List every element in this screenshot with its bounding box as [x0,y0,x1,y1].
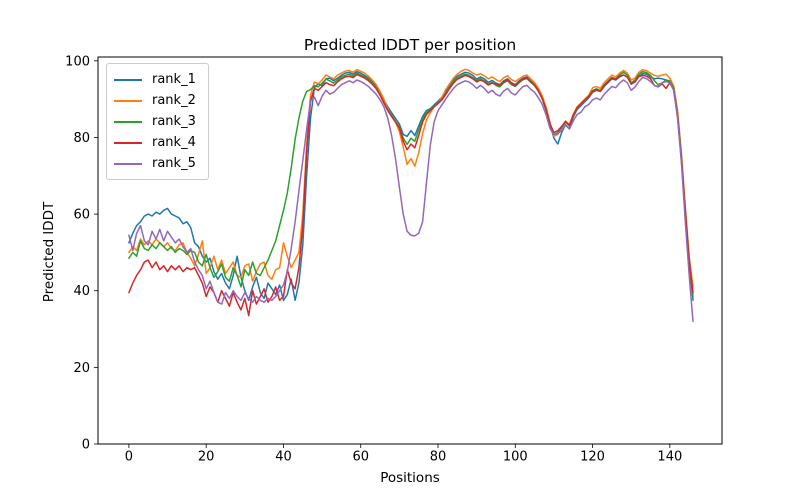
y-tick-label: 80 [73,131,90,146]
x-tick-label: 120 [580,450,605,465]
legend-line-swatch-rank-1 [114,78,142,81]
y-tick-label: 20 [73,361,90,376]
y-tick-label: 60 [73,208,90,223]
series-line-rank_4 [128,73,694,317]
legend: rank_1 rank_2 rank_3 rank_4 rank_5 [106,63,209,180]
legend-item: rank_1 [114,69,196,90]
series-line-rank_1 [128,70,694,302]
chart-title: Predicted lDDT per position [303,36,517,54]
x-axis-label: Positions [380,470,440,486]
legend-line-swatch-rank-3 [114,120,142,123]
legend-line-swatch-rank-2 [114,99,142,102]
legend-label: rank_2 [152,93,196,108]
legend-item: rank_5 [114,153,196,174]
x-tick-label: 140 [657,450,682,465]
x-tick-label: 100 [503,450,528,465]
axes-frame [97,56,723,445]
series-line-rank_3 [128,70,694,298]
y-tick-label: 100 [65,54,90,69]
x-tick-label: 60 [352,450,369,465]
y-axis-label: Predicted lDDT [41,201,57,303]
legend-line-swatch-rank-5 [114,162,142,165]
x-tick-label: 40 [275,450,292,465]
series-line-rank_5 [128,76,694,323]
x-tick-label: 0 [125,450,133,465]
y-tick-label: 40 [73,284,90,299]
series-line-rank_2 [128,68,694,288]
legend-label: rank_1 [152,72,196,87]
legend-line-swatch-rank-4 [114,141,142,144]
legend-item: rank_3 [114,111,196,132]
x-tick-label: 80 [430,450,447,465]
legend-label: rank_5 [152,156,196,171]
y-tick-label: 0 [82,438,90,453]
legend-item: rank_4 [114,132,196,153]
legend-label: rank_4 [152,135,196,150]
x-tick-label: 20 [198,450,215,465]
legend-label: rank_3 [152,114,196,129]
legend-item: rank_2 [114,90,196,111]
